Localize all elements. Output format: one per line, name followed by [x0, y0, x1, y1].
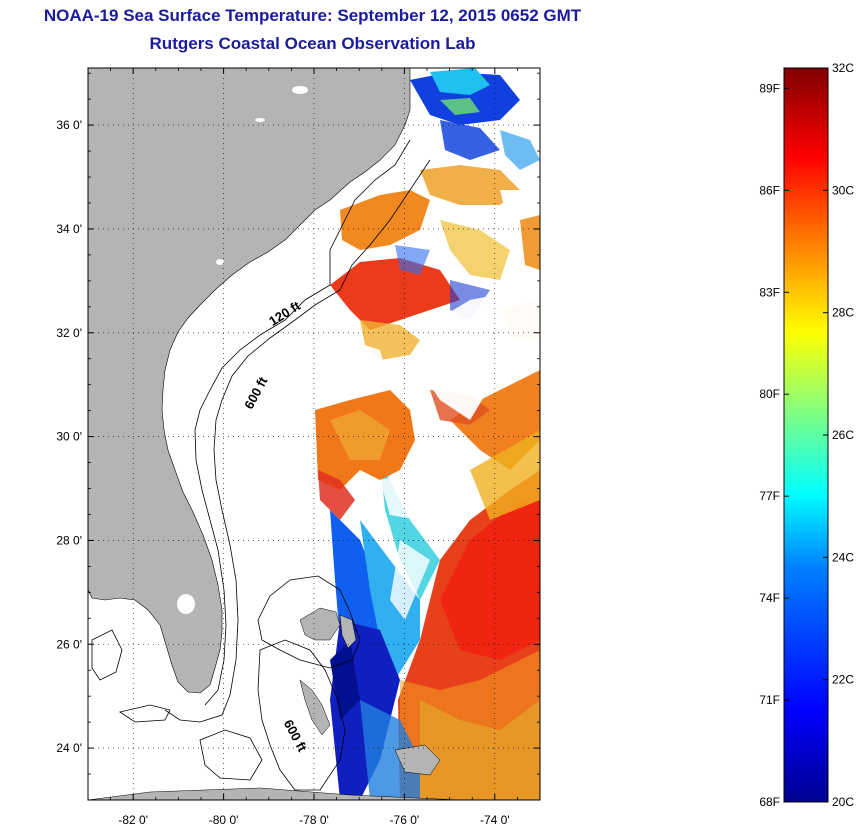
- lat-tick-label: 30 0': [56, 430, 82, 444]
- colorbar-c-label: 30C: [832, 183, 854, 197]
- lat-tick-label: 36 0': [56, 118, 82, 132]
- colorbar-f-label: 89F: [759, 81, 780, 95]
- lat-tick-label: 24 0': [56, 741, 82, 755]
- lake-okeechobee: [177, 594, 195, 614]
- depth-contours: [91, 139, 431, 791]
- latitude-axis: 24 0' 26 0' 28 0' 30 0' 32 0' 34 0' 36 0': [56, 72, 540, 775]
- lon-tick-label: -78 0': [299, 813, 329, 827]
- lon-tick-label: -74 0': [480, 813, 510, 827]
- colorbar-f-label: 74F: [759, 591, 780, 605]
- colorbar-f-label: 68F: [759, 795, 780, 809]
- colorbar-c-label: 22C: [832, 673, 854, 687]
- lat-tick-label: 28 0': [56, 533, 82, 547]
- map-title: NOAA-19 Sea Surface Temperature: Septemb…: [43, 6, 582, 25]
- colorbar-gradient: [783, 67, 829, 803]
- lat-tick-label: 34 0': [56, 222, 82, 236]
- colorbar-c-label: 32C: [832, 61, 854, 75]
- lon-tick-label: -82 0': [118, 813, 148, 827]
- colorbar-f-label: 80F: [759, 387, 780, 401]
- colorbar-f-label: 77F: [759, 489, 780, 503]
- contour-120ft: [194, 139, 411, 706]
- land-layer: [88, 68, 461, 800]
- colorbar-f-label: 83F: [759, 285, 780, 299]
- colorbar-c-label: 24C: [832, 550, 854, 564]
- contour-600ft: [164, 159, 431, 723]
- sst-data-layer: [315, 68, 540, 800]
- lon-tick-label: -80 0': [209, 813, 239, 827]
- lat-tick-label: 26 0': [56, 637, 82, 651]
- colorbar-c-label: 28C: [832, 306, 854, 320]
- colorbar-celsius-axis: 32C 30C 28C 26C 24C 22C 20C: [823, 61, 854, 809]
- colorbar-fahrenheit-axis: 89F 86F 83F 80F 77F 74F 71F 68F: [759, 81, 789, 809]
- map-subtitle: Rutgers Coastal Ocean Observation Lab: [149, 34, 476, 53]
- lat-tick-label: 32 0': [56, 326, 82, 340]
- lon-tick-label: -76 0': [390, 813, 420, 827]
- colorbar-c-label: 20C: [832, 795, 854, 809]
- map-grid: [88, 68, 540, 800]
- colorbar-f-label: 71F: [759, 693, 780, 707]
- colorbar-f-label: 86F: [759, 183, 780, 197]
- colorbar-c-label: 26C: [832, 428, 854, 442]
- longitude-axis: -82 0' -80 0' -78 0' -76 0' -74 0': [110, 68, 518, 827]
